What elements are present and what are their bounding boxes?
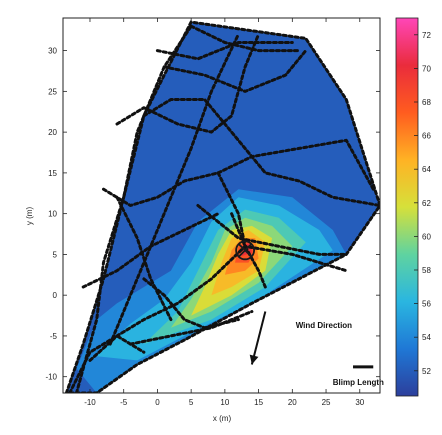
plot-frame (62, 17, 381, 394)
x-tick-label: 30 (355, 398, 364, 407)
flight-path-segment (230, 212, 267, 289)
flight-path-segment (196, 204, 348, 256)
colorbar-tick-label: 62 (422, 199, 431, 208)
colorbar-tick-label: 68 (422, 98, 431, 107)
colorbar-tick-label: 66 (422, 132, 431, 141)
flight-path-segment (216, 171, 247, 248)
wind-arrow-shaft (250, 311, 267, 365)
flight-path-segment (162, 49, 308, 93)
x-tick-label: 20 (288, 398, 297, 407)
colorbar-tick-label: 70 (422, 64, 431, 73)
flight-path-segment (115, 32, 261, 134)
colorbar-tick-label: 72 (422, 31, 431, 40)
x-tick-label: -10 (84, 398, 96, 407)
x-tick-label: 25 (322, 398, 331, 407)
flight-path-layer (64, 20, 380, 393)
colorbar-tick-label: 52 (422, 367, 431, 376)
wind-direction-group: Wind Direction Blimp Length (249, 311, 384, 387)
y-tick-label: 15 (48, 169, 57, 178)
colorbar-ticks: 52 54 56 58 60 62 64 66 68 70 72 (414, 31, 431, 376)
flight-path-segment (142, 98, 380, 207)
flight-path-segment (108, 32, 240, 346)
y-tick-label: 20 (48, 128, 57, 137)
y-tick-label: 0 (53, 291, 58, 300)
hotspot-marker (235, 240, 256, 261)
flight-path-segment (189, 24, 301, 53)
y-axis-label: y (m) (25, 207, 34, 226)
x-tick-label: 10 (220, 398, 229, 407)
y-tick-label: 30 (48, 47, 57, 56)
x-axis-ticks: -10 -5 0 5 10 15 20 25 30 (84, 18, 365, 407)
blimp-length-label: Blimp Length (333, 378, 384, 387)
x-tick-label: 15 (254, 398, 263, 407)
y-tick-label: 25 (48, 87, 57, 96)
flight-path-segment (115, 195, 173, 322)
x-axis-label: x (m) (213, 414, 232, 423)
flight-path-segment (68, 334, 146, 393)
wind-direction-label: Wind Direction (296, 321, 352, 330)
colorbar (395, 17, 419, 397)
flight-path-segment (128, 310, 254, 346)
flight-path-segment (81, 212, 220, 289)
y-tick-label: 10 (48, 210, 57, 219)
colorbar-tick-label: 60 (422, 232, 431, 241)
y-axis-ticks: -10 -5 0 5 10 15 20 25 30 (45, 47, 380, 382)
hotspot-circle (235, 240, 256, 261)
x-tick-label: 5 (189, 398, 194, 407)
hotspot-cross-b (238, 243, 253, 258)
flight-path-segment (88, 244, 348, 362)
y-tick-label: -5 (50, 332, 58, 341)
domain-boundary (64, 20, 380, 393)
colorbar-tick-label: 54 (422, 333, 431, 342)
y-tick-label: -10 (45, 373, 57, 382)
x-tick-label: -5 (120, 398, 128, 407)
y-tick-label: 5 (53, 250, 58, 259)
flight-path-segment (155, 41, 294, 61)
wind-arrow-head-icon (249, 354, 259, 365)
x-tick-label: 0 (155, 398, 160, 407)
colorbar-tick-label: 56 (422, 300, 431, 309)
colorbar-tick-label: 64 (422, 165, 431, 174)
colorbar-tick-label: 58 (422, 266, 431, 275)
